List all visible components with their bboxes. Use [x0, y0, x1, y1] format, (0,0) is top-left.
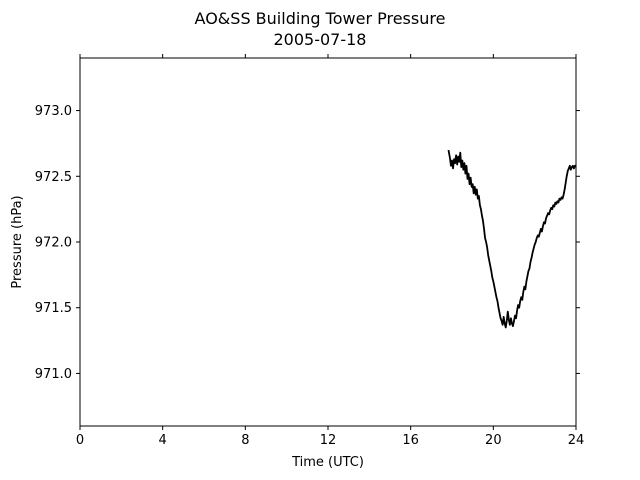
- x-tick-label: 16: [402, 433, 419, 448]
- chart-subtitle: 2005-07-18: [274, 30, 367, 49]
- y-tick-label: 973.0: [35, 104, 72, 119]
- plot-frame: [79, 57, 577, 427]
- x-tick-label: 8: [241, 433, 249, 448]
- plot-area: 0 4 8 12 16 20 24 971.0 971.5 972.0 972.5 973.0: [35, 54, 584, 448]
- chart-title: AO&SS Building Tower Pressure: [195, 9, 446, 28]
- y-tick-label: 971.0: [35, 367, 72, 382]
- x-tick-label: 24: [568, 433, 585, 448]
- y-tick-label: 971.5: [35, 301, 72, 316]
- x-tick-label: 0: [76, 433, 84, 448]
- x-tick-label: 12: [320, 433, 337, 448]
- y-tick-label: 972.0: [35, 236, 72, 251]
- x-tick-label: 4: [159, 433, 167, 448]
- x-axis-label: Time (UTC): [291, 455, 364, 470]
- series-line-0: [447, 149, 576, 329]
- x-tick-label: 20: [485, 433, 502, 448]
- y-axis-label: Pressure (hPa): [10, 195, 25, 288]
- y-tick-label: 972.5: [35, 170, 72, 185]
